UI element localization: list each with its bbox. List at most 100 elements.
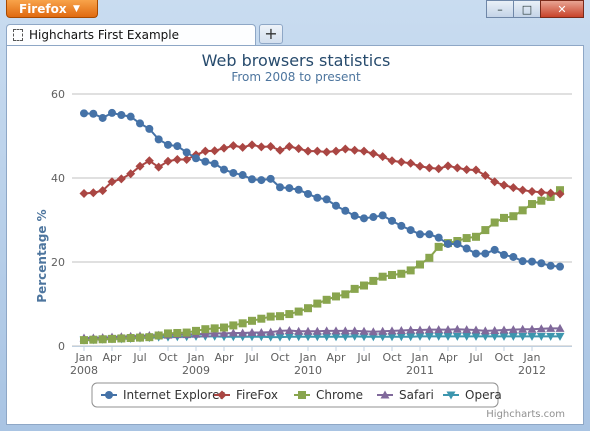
data-point-chrome [388,271,396,280]
data-point-safari [340,326,350,335]
data-point-safari [462,325,472,334]
data-point-safari [322,326,332,335]
minimize-icon[interactable]: – [486,0,514,18]
data-point-chrome [332,292,340,301]
data-point-opera [452,332,462,341]
data-point-safari [350,326,360,335]
data-point-firefox [424,163,434,173]
close-icon[interactable]: ✕ [540,0,584,18]
data-point-opera [303,333,313,342]
data-point-internet-explorer [397,221,406,230]
data-point-internet-explorer [313,193,322,202]
data-point-internet-explorer [546,261,555,270]
series-line-firefox [83,143,561,195]
data-point-chrome [537,196,546,205]
y-axis-ticks: 0 20 40 60 [51,88,65,353]
data-point-firefox [406,158,416,168]
data-point-chrome [238,319,247,328]
data-point-firefox [88,188,98,198]
data-point-chrome [257,314,266,323]
data-point-chrome [406,266,415,275]
data-point-safari [210,328,220,337]
x-tick-label: Oct [382,351,402,364]
data-point-opera [508,332,518,341]
data-point-chrome [416,260,424,269]
data-point-chrome [490,218,499,227]
x-year-label: 2012 [518,364,546,377]
data-point-chrome [472,232,480,241]
data-point-internet-explorer [369,213,378,222]
data-point-firefox [527,186,537,196]
data-point-firefox [340,144,350,154]
data-point-chrome [89,335,98,344]
data-point-opera [359,333,369,342]
data-point-chrome [145,333,154,342]
series-firefox [79,140,565,199]
tab-highcharts-first-example[interactable]: Highcharts First Example [6,24,256,46]
data-point-chrome [173,328,182,337]
data-point-internet-explorer [136,119,144,128]
data-point-safari [434,325,444,334]
x-tick-label: Jul [356,351,370,364]
data-point-firefox [396,157,406,167]
data-point-firefox [116,174,126,184]
credits-link[interactable]: Highcharts.com [486,409,565,420]
data-point-safari [266,327,276,336]
data-point-safari [368,327,378,336]
data-point-chrome [518,206,527,215]
data-point-safari [219,328,229,337]
data-point-safari [424,325,434,334]
legend-marker-chrome [298,391,306,399]
data-point-internet-explorer [266,174,275,183]
x-tick-label: Jul [244,351,258,364]
data-point-firefox [546,188,556,198]
legend-label: FireFox [236,388,278,402]
data-point-safari [284,325,294,334]
data-point-safari [238,328,248,337]
x-tick-label: Jul [468,351,482,364]
data-point-opera [322,333,332,342]
data-point-chrome [397,269,406,278]
data-point-firefox [462,165,472,175]
data-point-firefox [219,143,229,153]
data-point-safari [471,325,481,334]
y-tick-label: 20 [51,256,65,269]
legend-item-chrome[interactable]: Chrome [294,388,363,402]
data-point-safari [303,326,313,335]
data-point-safari [256,328,266,337]
maximize-icon[interactable]: □ [513,0,541,18]
legend-marker-opera [446,391,456,400]
data-point-safari [275,326,285,335]
x-tick-label: Apr [438,351,458,364]
data-point-opera [415,332,425,341]
data-point-opera [340,333,350,342]
data-point-firefox [154,162,164,172]
data-point-internet-explorer [556,262,564,271]
data-point-internet-explorer [416,230,424,239]
legend-item-internet-explorer[interactable]: Internet Explorer [101,388,224,402]
new-tab-button[interactable]: + [259,24,283,44]
data-point-opera [275,333,285,342]
legend-item-firefox[interactable]: FireFox [214,388,278,402]
data-point-firefox [182,155,192,165]
data-point-firefox [443,161,453,171]
data-point-chrome [434,242,443,251]
data-point-internet-explorer [126,112,135,121]
data-point-chrome [201,325,210,334]
data-point-firefox [135,161,145,171]
data-point-firefox [79,189,89,199]
data-point-firefox [107,177,117,187]
legend-item-opera[interactable]: Opera [443,388,502,402]
data-point-safari [443,325,453,334]
data-point-firefox [508,183,518,193]
data-point-internet-explorer [192,154,200,163]
x-tick-label: Apr [326,351,346,364]
data-point-chrome [192,326,200,335]
firefox-menu-button[interactable]: Firefox ▼ [6,0,98,18]
data-point-chrome [108,334,116,343]
plus-icon: + [264,24,278,43]
data-point-opera [471,332,481,341]
data-point-internet-explorer [294,185,303,194]
legend-item-safari[interactable]: Safari [377,388,434,402]
